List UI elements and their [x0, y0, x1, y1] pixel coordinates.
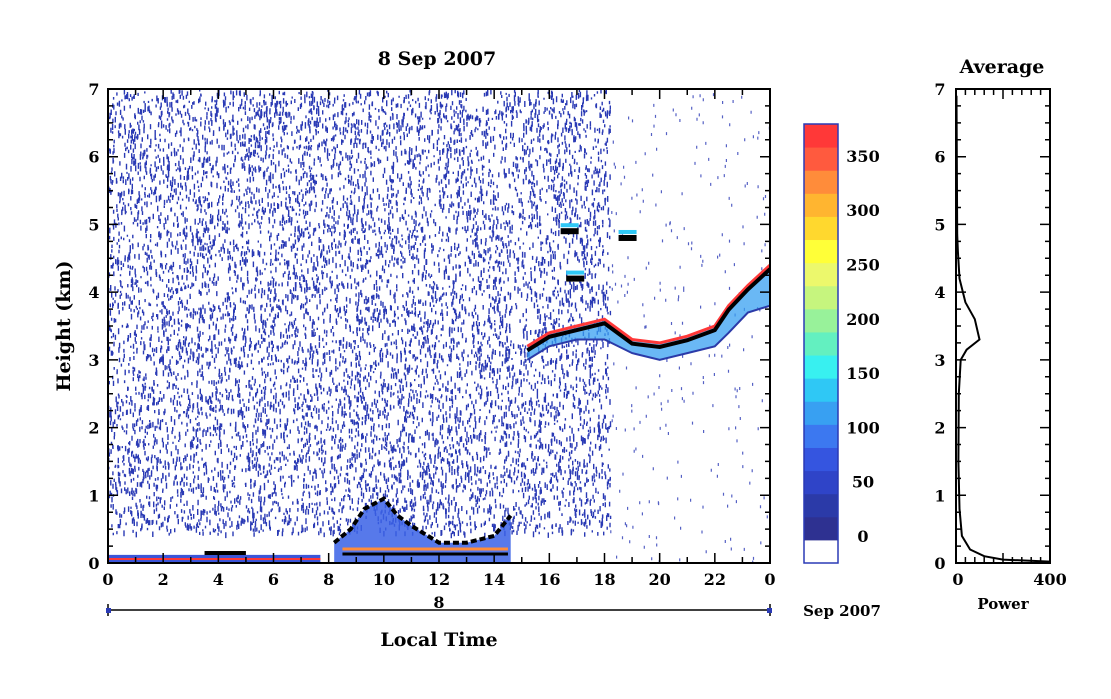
x-tick-label: 0	[102, 570, 113, 589]
x-tick-label: 18	[593, 570, 615, 589]
cloud-layer-base	[526, 304, 770, 361]
avg-plot-frame	[955, 88, 1051, 564]
colorbar-segment	[804, 470, 838, 495]
colorbar-segment	[804, 401, 838, 425]
main-title: 8 Sep 2007	[378, 48, 496, 70]
avg-y-tick-label: 4	[934, 283, 945, 302]
colorbar-segment	[804, 239, 838, 264]
colorbar-segment	[804, 285, 838, 310]
date-axis: 8 Sep 2007	[106, 593, 881, 620]
colorbar-segment	[804, 447, 838, 472]
sparse-speckle	[610, 93, 770, 563]
colorbar-segment	[804, 147, 838, 171]
cloud-patch-edge	[566, 270, 585, 275]
convective-top	[332, 496, 513, 545]
x-tick-label: 22	[704, 570, 726, 589]
colorbar-segment	[804, 355, 838, 379]
y-tick-label: 1	[88, 486, 99, 505]
noise-field	[108, 89, 770, 563]
colorbar-segment	[804, 493, 838, 518]
colorbar-segment	[804, 331, 838, 356]
colorbar-segment	[804, 378, 838, 402]
x-tick-label: 2	[158, 570, 169, 589]
date-month-year-label: Sep 2007	[803, 602, 881, 620]
avg-ticks	[955, 88, 1051, 564]
x-tick-label: 0	[764, 570, 775, 589]
y-tick-label: 5	[88, 215, 99, 234]
cloud-patch-edge	[618, 229, 637, 234]
cloud-patch	[618, 234, 637, 241]
colorbar-tick-label: 100	[846, 418, 879, 437]
y-tick-label: 0	[88, 554, 99, 573]
cloud-layer-core	[526, 267, 770, 353]
colorbar-tick-label: 350	[846, 147, 879, 166]
cloud-layer-red	[526, 263, 770, 348]
colorbar-segment	[804, 424, 838, 448]
x-tick-label: 6	[268, 570, 279, 589]
avg-y-tick-label: 2	[934, 419, 945, 438]
x-tick-label: 4	[213, 570, 224, 589]
cloud-patch-edge	[560, 223, 579, 228]
colorbar-segment	[804, 193, 838, 217]
avg-x-tick-label: 0	[952, 570, 963, 589]
x-tick-label: 16	[538, 570, 560, 589]
x-tick-label: 8	[323, 570, 334, 589]
date-day-label: 8	[433, 593, 444, 612]
x-tick-label: 12	[428, 570, 450, 589]
avg-x-axis-label: Power	[977, 595, 1029, 613]
colorbar-segment	[804, 516, 838, 541]
colorbar-tick-label: 0	[857, 527, 868, 546]
x-axis-label: Local Time	[380, 629, 497, 651]
main-ticks	[107, 88, 771, 564]
colorbar-segment	[804, 124, 838, 148]
avg-profile-line	[955, 95, 1051, 563]
y-axis-label: Height (km)	[53, 261, 75, 392]
convective-layer	[334, 498, 511, 563]
noise-speckle	[108, 89, 612, 539]
cloud-patch	[566, 275, 585, 282]
colorbar-tick-label: 150	[846, 364, 879, 383]
avg-y-tick-label: 3	[934, 351, 945, 370]
avg-y-tick-label: 5	[934, 215, 945, 234]
colorbar-segment	[804, 216, 838, 241]
colorbar	[803, 123, 839, 564]
avg-y-tick-label: 6	[934, 148, 945, 167]
cloud-layers	[108, 223, 770, 563]
colorbar-tick-label: 300	[846, 201, 879, 220]
avg-x-tick-label: 400	[1033, 570, 1066, 589]
avg-y-tick-label: 1	[934, 486, 945, 505]
cloud-patch	[560, 228, 579, 235]
y-tick-label: 3	[88, 351, 99, 370]
avg-y-tick-label: 0	[934, 554, 945, 573]
colorbar-frame	[803, 123, 839, 564]
x-tick-label: 20	[649, 570, 671, 589]
colorbar-labels: 0 50 100 150 200 250 300 350	[846, 147, 879, 546]
colorbar-segment	[804, 262, 838, 287]
colorbar-segment	[804, 539, 838, 564]
cloud-layer-band	[527, 265, 770, 360]
avg-tick-labels: 0 1 2 3 4 5 6 7 0 400	[934, 80, 1066, 589]
avg-y-tick-label: 7	[934, 80, 945, 99]
y-tick-label: 2	[88, 419, 99, 438]
x-tick-label: 14	[483, 570, 505, 589]
y-tick-label: 7	[88, 80, 99, 99]
avg-title: Average	[959, 56, 1045, 78]
colorbar-tick-label: 250	[846, 256, 879, 275]
colorbar-tick-label: 50	[852, 473, 874, 492]
colorbar-segment	[804, 170, 838, 194]
colorbar-segment	[804, 308, 838, 333]
y-tick-label: 6	[88, 148, 99, 167]
y-tick-label: 4	[88, 283, 99, 302]
colorbar-tick-label: 200	[846, 310, 879, 329]
x-tick-label: 10	[373, 570, 395, 589]
